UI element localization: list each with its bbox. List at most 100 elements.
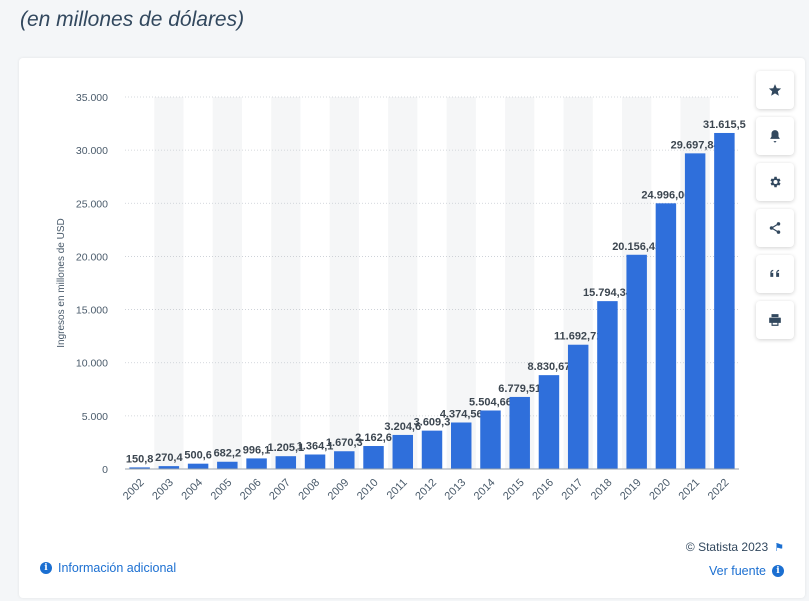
- x-tick-label: 2013: [443, 477, 469, 503]
- gear-icon: [770, 176, 781, 188]
- data-label: 20.156,45: [612, 241, 661, 253]
- bar: [187, 463, 209, 469]
- bar: [538, 375, 560, 469]
- bar: [275, 456, 297, 469]
- bar: [714, 132, 735, 469]
- bar: [567, 344, 589, 469]
- x-tick-label: 2019: [618, 477, 644, 503]
- favorite-button[interactable]: [756, 71, 794, 109]
- info-icon: i: [40, 562, 52, 574]
- x-tick-label: 2004: [179, 477, 205, 503]
- data-label: 682,2: [214, 448, 242, 460]
- y-tick-label: 5.000: [82, 411, 108, 423]
- bar: [655, 203, 677, 470]
- x-tick-label: 2011: [385, 477, 410, 502]
- data-label: 31.615,5: [703, 119, 746, 131]
- bar: [509, 396, 530, 469]
- data-label: 2.162,6: [355, 432, 392, 444]
- data-label: 1.670,3: [326, 437, 363, 449]
- source-label: Ver fuente: [709, 564, 766, 578]
- data-label: 150,8: [126, 453, 154, 465]
- bar: [217, 461, 238, 469]
- copyright-label: © Statista 2023: [685, 540, 769, 554]
- data-label: 270,4: [155, 452, 183, 464]
- bar: [684, 153, 706, 470]
- bar: [421, 430, 443, 469]
- printer-icon: [769, 314, 781, 326]
- bar: [334, 451, 355, 469]
- column-stripe: [329, 97, 359, 469]
- bar: [451, 422, 472, 469]
- x-tick-label: 2014: [472, 477, 498, 503]
- data-label: 6.779,51: [498, 383, 541, 395]
- column-stripe: [271, 97, 301, 469]
- data-label: 29.697,84: [671, 139, 721, 151]
- y-tick-label: 30.000: [76, 145, 108, 157]
- x-tick-label: 2008: [296, 477, 322, 503]
- x-tick-label: 2005: [209, 477, 235, 503]
- data-label: 5.504,66: [469, 396, 512, 408]
- x-tick-label: 2003: [150, 477, 176, 503]
- bar: [392, 434, 413, 469]
- share-button[interactable]: [756, 209, 794, 247]
- x-tick-label: 2021: [676, 477, 702, 503]
- bar: [597, 301, 618, 469]
- data-label: 15.794,34: [583, 287, 633, 299]
- x-tick-label: 2010: [355, 477, 381, 503]
- y-tick-label: 35.000: [76, 92, 108, 104]
- cite-button[interactable]: [756, 255, 794, 293]
- info-icon: i: [772, 565, 784, 577]
- bell-icon: [770, 130, 780, 143]
- bar: [129, 467, 150, 469]
- additional-info-link[interactable]: i Información adicional: [40, 561, 176, 575]
- column-stripe: [212, 97, 242, 469]
- y-tick-label: 20.000: [76, 251, 108, 263]
- bar: [626, 254, 647, 469]
- data-label: 1.364,1: [297, 441, 334, 453]
- data-label: 8.830,67: [528, 361, 571, 373]
- x-tick-label: 2016: [530, 477, 556, 503]
- source-link[interactable]: Ver fuente i: [709, 564, 784, 578]
- bar: [480, 410, 501, 469]
- column-stripe: [154, 97, 184, 469]
- print-button[interactable]: [756, 301, 794, 339]
- x-tick-label: 2018: [589, 477, 615, 503]
- y-axis-title: Ingresos en millones de USD: [56, 218, 67, 348]
- y-tick-label: 15.000: [76, 305, 108, 317]
- x-tick-label: 2007: [267, 477, 293, 503]
- data-label: 996,1: [243, 444, 271, 456]
- share-icon: [769, 222, 781, 234]
- x-tick-label: 2015: [501, 477, 527, 503]
- copyright-link[interactable]: © Statista 2023 ⚑: [686, 540, 784, 554]
- star-icon: [768, 84, 782, 96]
- data-label: 1.205,1: [267, 442, 304, 454]
- y-tick-label: 25.000: [76, 198, 108, 210]
- bar: [304, 454, 326, 469]
- additional-info-label: Información adicional: [58, 561, 177, 575]
- chart-toolbar: [756, 71, 794, 347]
- settings-button[interactable]: [756, 163, 794, 201]
- x-tick-label: 2022: [706, 477, 732, 503]
- data-label: 24.996,06: [641, 189, 690, 201]
- y-tick-label: 0: [102, 464, 108, 476]
- data-label: 4.374,56: [440, 409, 483, 421]
- x-tick-label: 2009: [326, 477, 352, 503]
- data-label: 3.609,3: [414, 417, 451, 429]
- data-label: 3.204,6: [384, 421, 421, 433]
- x-tick-label: 2002: [121, 477, 147, 503]
- x-tick-label: 2020: [647, 477, 673, 503]
- data-label: 11.692,71: [554, 331, 602, 343]
- data-label: 500,6: [184, 450, 212, 462]
- y-tick-label: 10.000: [76, 358, 108, 370]
- quote-icon: [770, 269, 780, 277]
- chart-subtitle: (en millones de dólares): [20, 8, 245, 31]
- flag-icon: ⚑: [774, 541, 784, 554]
- column-stripe: [446, 97, 476, 469]
- x-tick-label: 2006: [238, 477, 264, 503]
- bar: [158, 466, 180, 469]
- notifications-button[interactable]: [756, 117, 794, 155]
- x-tick-label: 2017: [560, 477, 586, 503]
- bar: [246, 458, 267, 469]
- column-stripe: [388, 97, 418, 469]
